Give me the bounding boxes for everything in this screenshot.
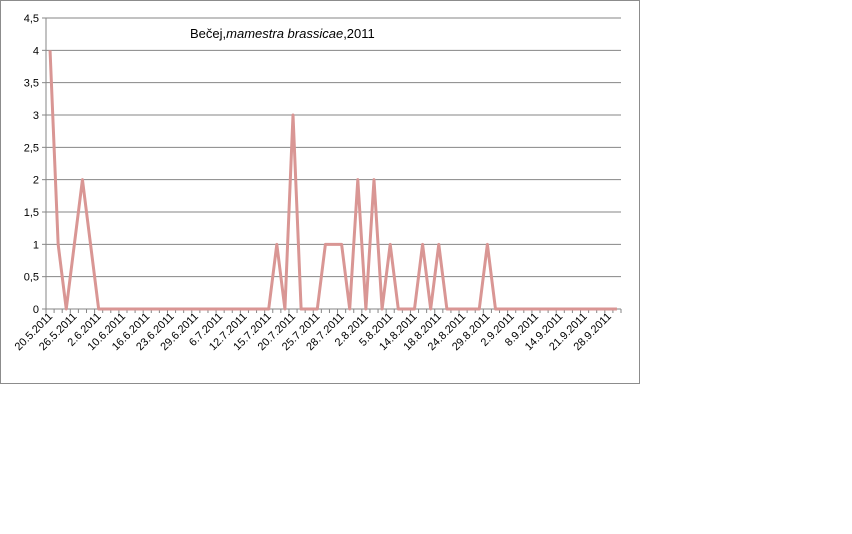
y-tick-label: 3 [33, 110, 39, 122]
chart-title: Bečej,mamestra brassicae,2011 [190, 26, 375, 41]
line-chart: 0 0,5 1 1,5 2 2,5 3 3,5 4 4,5 20.5.201126.5.20112… [13, 13, 622, 353]
y-tick-label: 4,5 [24, 13, 39, 25]
title-species: mamestra brassicae [226, 26, 343, 41]
y-tick-label: 1,5 [24, 207, 39, 219]
y-tick-label: 1 [33, 239, 39, 251]
y-tick-label: 4 [33, 45, 39, 57]
y-tick-label: 3,5 [24, 78, 39, 90]
gridlines [46, 17, 621, 278]
y-tick-label: 0 [33, 304, 39, 316]
chart-area: 0 0,5 1 1,5 2 2,5 3 3,5 4 4,5 20.5.2011 26.5.2011 2… [0, 0, 640, 384]
y-tick-label: 2 [33, 175, 39, 187]
title-location: Bečej, [190, 26, 226, 41]
series-line [48, 50, 617, 311]
axes [45, 18, 621, 310]
y-tick-label: 2,5 [24, 142, 39, 154]
title-year: ,2011 [343, 26, 375, 41]
series [48, 50, 617, 311]
y-tick-label: 0,5 [24, 272, 39, 284]
x-axis-ticks: 20.5.201126.5.20112.6.201110.6.201116.6.… [13, 309, 622, 353]
y-axis-ticks: 0 0,5 1 1,5 2 2,5 3 3,5 4 4,5 [24, 13, 46, 316]
